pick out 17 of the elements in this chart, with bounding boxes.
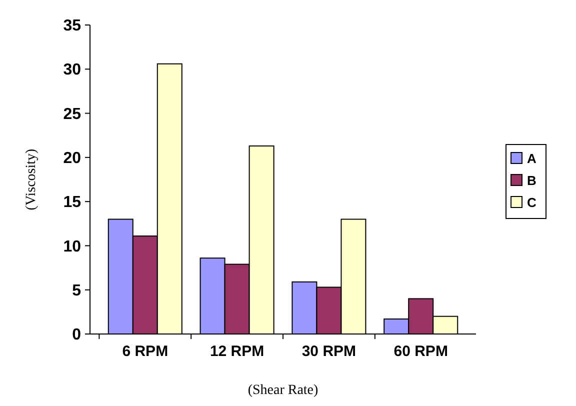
legend-label: C — [527, 195, 537, 210]
x-axis-title: (Shear Rate) — [248, 383, 319, 398]
y-tick-label: 5 — [72, 282, 82, 300]
y-axis-title: (Viscosity) — [24, 148, 39, 210]
y-tick-label: 15 — [63, 194, 82, 212]
y-tick-label: 20 — [63, 150, 82, 168]
legend-label: B — [527, 173, 536, 188]
y-tick-label: 10 — [63, 238, 82, 256]
y-tick-label: 35 — [63, 18, 82, 35]
legend-label: A — [527, 151, 537, 166]
x-tick-label: 6 RPM — [122, 343, 168, 360]
x-tick-label: 12 RPM — [210, 343, 264, 360]
x-tick-label: 60 RPM — [394, 343, 448, 360]
y-tick-label: 25 — [63, 106, 82, 123]
y-tick-label: 30 — [63, 62, 82, 79]
x-tick-label: 30 RPM — [302, 343, 356, 360]
y-tick-label: 0 — [72, 326, 82, 344]
